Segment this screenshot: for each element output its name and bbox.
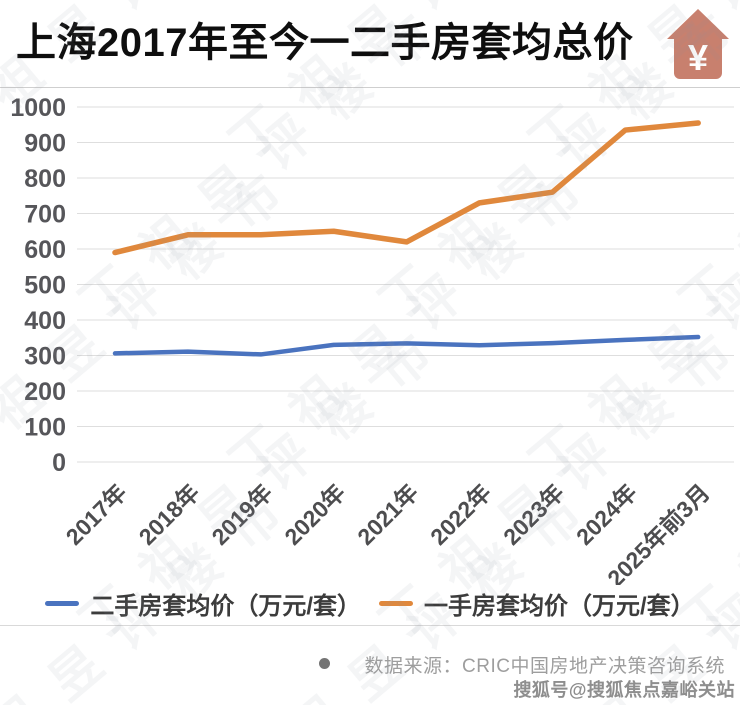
x-tick-label: 2017年 <box>61 479 132 550</box>
legend-swatch <box>45 601 80 606</box>
x-tick-label: 2020年 <box>279 479 350 550</box>
x-tick-label: 2021年 <box>352 479 423 550</box>
y-tick-label: 300 <box>24 343 66 371</box>
x-tick-label: 2019年 <box>207 479 278 550</box>
legend-item: 二手房套均价（万元/套） <box>45 586 361 621</box>
y-tick-label: 500 <box>24 272 66 300</box>
y-tick-label: 700 <box>24 201 66 229</box>
y-tick-label: 400 <box>24 307 66 335</box>
title-divider <box>0 87 740 88</box>
footer-divider <box>0 625 740 626</box>
y-tick-label: 100 <box>24 414 66 442</box>
series-line-2 <box>112 120 701 256</box>
x-tick-label: 2024年 <box>571 479 642 550</box>
legend-label: 一手房套均价（万元/套） <box>424 593 695 620</box>
y-tick-label: 900 <box>24 130 66 158</box>
y-tick-label: 600 <box>24 236 66 264</box>
x-tick-label: 2023年 <box>498 479 569 550</box>
x-tick-label: 2018年 <box>134 479 205 550</box>
chart-legend: 二手房套均价（万元/套） 一手房套均价（万元/套） <box>0 586 740 621</box>
y-tick-label: 1000 <box>10 94 66 122</box>
page-title: 上海2017年至今一二手房套均总价 <box>16 21 634 65</box>
house-yen-icon: ¥ <box>667 9 729 79</box>
data-source-text: 数据来源：CRIC中国房地产决策咨询系统 <box>364 656 725 677</box>
yen-symbol: ¥ <box>688 37 708 78</box>
x-tick-label: 2022年 <box>425 479 496 550</box>
y-tick-label: 200 <box>24 378 66 406</box>
legend-label: 二手房套均价（万元/套） <box>90 593 361 620</box>
y-tick-label: 0 <box>52 449 66 477</box>
legend-swatch <box>379 601 413 606</box>
sohu-account-watermark: 搜狐号@搜狐焦点嘉峪关站 <box>513 680 735 700</box>
y-tick-label: 800 <box>24 165 66 193</box>
legend-item: 一手房套均价（万元/套） <box>379 586 695 621</box>
bullet-icon <box>319 658 330 669</box>
series-line-1 <box>112 334 701 357</box>
